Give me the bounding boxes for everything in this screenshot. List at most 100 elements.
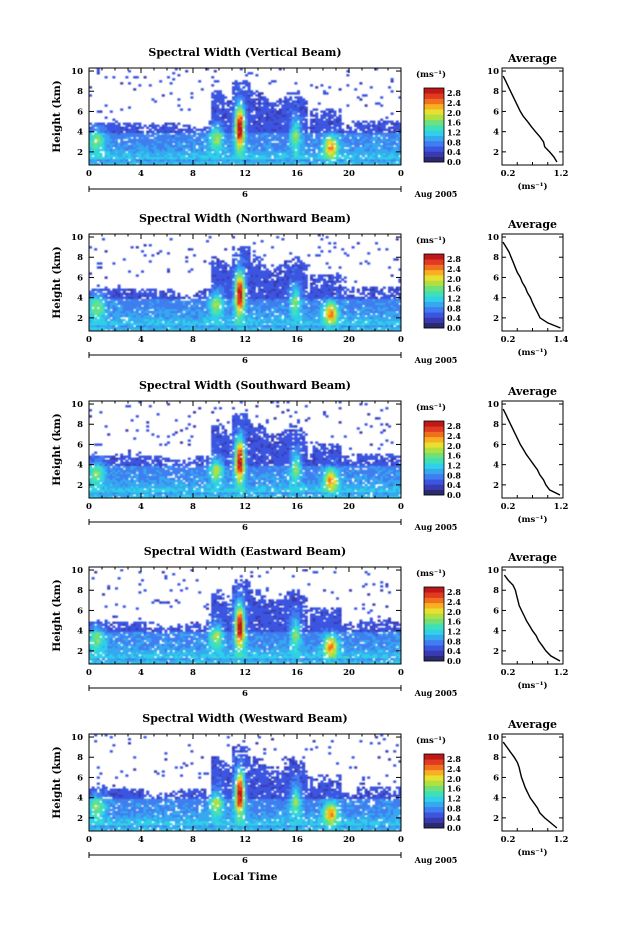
heatmap-cell bbox=[109, 148, 113, 152]
heatmap-cell bbox=[161, 156, 165, 160]
heatmap-cell bbox=[146, 136, 150, 140]
heatmap-cell bbox=[120, 144, 124, 148]
heatmap-cell bbox=[135, 160, 139, 164]
heatmap-cell bbox=[198, 138, 202, 142]
heatmap-cell bbox=[94, 158, 98, 162]
heatmap-cell bbox=[260, 264, 264, 267]
heatmap-cell bbox=[102, 144, 105, 148]
heatmap-cell bbox=[234, 104, 238, 107]
heatmap-cell bbox=[289, 96, 293, 99]
heatmap-cell bbox=[128, 154, 131, 158]
heatmap-cell bbox=[219, 144, 222, 148]
heatmap-cell bbox=[146, 148, 150, 152]
heatmap-cell bbox=[151, 158, 155, 162]
heatmap-cell bbox=[107, 142, 111, 146]
heatmap-cell bbox=[130, 148, 134, 152]
heatmap-cell bbox=[237, 134, 241, 138]
heatmap-cell bbox=[289, 102, 293, 105]
heatmap-cell bbox=[203, 158, 207, 162]
heatmap-cell bbox=[174, 162, 178, 166]
average-y-label: 6 bbox=[493, 107, 499, 117]
heatmap-cell bbox=[128, 136, 131, 140]
heatmap-cell bbox=[208, 298, 212, 302]
heatmap-cell bbox=[167, 158, 170, 162]
heatmap-cell bbox=[159, 146, 163, 150]
heatmap-cell bbox=[213, 256, 217, 259]
average-y-label: 2 bbox=[493, 148, 499, 158]
heatmap-cell bbox=[190, 140, 194, 144]
heatmap-cell bbox=[224, 114, 228, 117]
heatmap-cell bbox=[117, 146, 121, 150]
heatmap-cell bbox=[237, 154, 241, 158]
heatmap-cell bbox=[161, 132, 165, 136]
heatmap-cell bbox=[234, 122, 238, 125]
heatmap-cell bbox=[260, 96, 264, 99]
heatmap-cell bbox=[216, 156, 220, 160]
heatmap-cell bbox=[167, 154, 170, 158]
heatmap-cell bbox=[219, 158, 222, 162]
heatmap-cell bbox=[232, 144, 235, 148]
heatmap-cell bbox=[239, 116, 243, 119]
heatmap-cell bbox=[234, 124, 238, 127]
heatmap-cell bbox=[242, 126, 246, 130]
heatmap-cell bbox=[237, 94, 241, 97]
heatmap-cell bbox=[125, 140, 129, 144]
heatmap-cell bbox=[89, 152, 92, 156]
heatmap-cell bbox=[177, 74, 181, 77]
heatmap-cell bbox=[94, 142, 98, 146]
heatmap-cell bbox=[198, 160, 202, 164]
heatmap-cell bbox=[138, 156, 142, 160]
heatmap-cell bbox=[359, 98, 363, 101]
y-tick-label: 4 bbox=[77, 128, 83, 138]
heatmap-cell bbox=[271, 318, 274, 322]
heatmap-cell bbox=[239, 98, 243, 101]
heatmap-cell bbox=[219, 320, 222, 324]
heatmap-cell bbox=[273, 274, 277, 277]
heatmap-cell bbox=[193, 148, 196, 152]
heatmap-cell bbox=[115, 130, 118, 134]
heatmap-cell bbox=[247, 246, 251, 249]
heatmap-cell bbox=[242, 146, 246, 150]
heatmap-cell bbox=[99, 266, 103, 269]
heatmap-cell bbox=[161, 162, 165, 166]
heatmap-cell bbox=[221, 108, 225, 111]
x-tick-label: 8 bbox=[190, 169, 196, 179]
heatmap-cell bbox=[193, 134, 196, 138]
heatmap-cell bbox=[232, 118, 235, 121]
heatmap-cell bbox=[219, 152, 222, 156]
heatmap-cell bbox=[161, 144, 165, 148]
heatmap-cell bbox=[304, 156, 308, 160]
heatmap-cell bbox=[107, 136, 111, 140]
heatmap-cell bbox=[125, 126, 129, 130]
heatmap-cell bbox=[237, 112, 241, 115]
heatmap-cell bbox=[245, 116, 248, 119]
heatmap-cell bbox=[143, 152, 147, 156]
heatmap-cell bbox=[172, 140, 176, 144]
heatmap-cell bbox=[104, 134, 108, 138]
heatmap-cell bbox=[213, 104, 217, 107]
heatmap-cell bbox=[185, 260, 189, 263]
heatmap-cell bbox=[211, 128, 215, 132]
heatmap-cell bbox=[193, 156, 196, 160]
heatmap-cell bbox=[185, 140, 189, 144]
heatmap-cell bbox=[203, 146, 207, 150]
heatmap-cell bbox=[206, 148, 209, 152]
heatmap-cell bbox=[148, 298, 152, 302]
heatmap-cell bbox=[141, 160, 144, 164]
heatmap-cell bbox=[211, 322, 215, 326]
heatmap-cell bbox=[172, 138, 176, 142]
heatmap-cell bbox=[94, 316, 98, 320]
heatmap-cell bbox=[99, 124, 103, 127]
heatmap-cell bbox=[221, 260, 225, 263]
heatmap-cell bbox=[94, 144, 98, 148]
heatmap-cell bbox=[177, 158, 181, 162]
heatmap-cell bbox=[221, 132, 225, 136]
heatmap-cell bbox=[286, 264, 290, 267]
heatmap-cell bbox=[177, 130, 181, 134]
heatmap-cell bbox=[138, 150, 142, 154]
heatmap-cell bbox=[206, 296, 209, 300]
heatmap-cell bbox=[195, 160, 199, 164]
heatmap-cell bbox=[232, 92, 235, 95]
heatmap-cell bbox=[260, 280, 264, 283]
heatmap-cell bbox=[216, 130, 220, 134]
